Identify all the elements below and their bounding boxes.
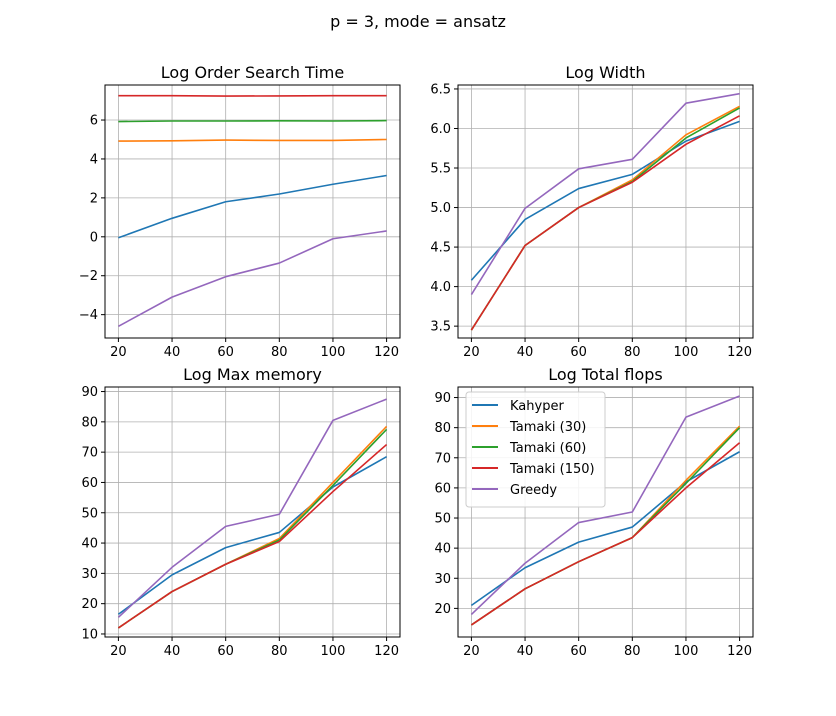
chart-title: Log Max memory xyxy=(183,365,322,384)
y-tick-label: 4.5 xyxy=(430,241,451,256)
legend: Kahyper Tamaki (30) Tamaki (60) Tamaki (150… xyxy=(465,391,606,508)
series-line-tamaki-60 xyxy=(117,428,388,629)
legend-label: Tamaki (150) xyxy=(509,462,595,477)
y-tick-label: −4 xyxy=(79,308,98,323)
series-line-kahyper xyxy=(470,451,740,607)
y-tick-label: 20 xyxy=(81,597,98,612)
y-tick-label: −2 xyxy=(79,269,98,284)
series-line-greedy xyxy=(470,395,740,615)
x-tick-label: 100 xyxy=(321,345,346,360)
x-tick-label: 20 xyxy=(463,345,480,360)
series-line-tamaki-150 xyxy=(470,442,741,626)
legend-box xyxy=(465,391,606,508)
series-line-tamaki-30 xyxy=(117,425,388,629)
series-line-tamaki-150 xyxy=(117,443,388,629)
x-tick-label: 20 xyxy=(463,644,480,659)
y-tick-label: 0 xyxy=(90,230,98,245)
y-tick-label: 6 xyxy=(90,114,98,129)
y-tick-label: 70 xyxy=(434,451,451,466)
axes-frame xyxy=(457,386,754,638)
x-tick-label: 40 xyxy=(517,345,534,360)
y-tick-label: 50 xyxy=(81,506,98,521)
x-tick-label: 80 xyxy=(624,644,641,659)
x-tick-label: 20 xyxy=(110,345,127,360)
series-line-tamaki-150 xyxy=(470,115,740,331)
x-tick-label: 80 xyxy=(624,345,641,360)
axes-frame xyxy=(104,84,401,339)
chart-title: Log Order Search Time xyxy=(161,63,344,82)
x-tick-label: 60 xyxy=(217,345,234,360)
y-tick-label: 60 xyxy=(81,476,98,491)
series-line-kahyper xyxy=(118,174,387,239)
series-line-tamaki-30 xyxy=(470,105,740,331)
y-tick-label: 2 xyxy=(90,191,98,206)
series-line-tamaki-60 xyxy=(470,107,740,331)
y-tick-label: 10 xyxy=(81,627,98,642)
x-tick-label: 60 xyxy=(217,644,234,659)
series-line-tamaki-30 xyxy=(118,138,387,142)
legend-label: Kahyper xyxy=(510,399,564,414)
y-tick-label: 40 xyxy=(81,537,98,552)
y-tick-label: 3.5 xyxy=(430,320,451,335)
series-line-greedy xyxy=(117,398,387,618)
chart-title: Log Total flops xyxy=(548,365,662,384)
x-tick-label: 40 xyxy=(517,644,534,659)
series-line-kahyper xyxy=(117,456,387,615)
y-tick-label: 6.5 xyxy=(430,82,451,97)
x-tick-label: 120 xyxy=(374,644,399,659)
x-tick-label: 80 xyxy=(271,345,288,360)
y-tick-label: 5.5 xyxy=(430,162,451,177)
chart-title: Log Width xyxy=(565,63,645,82)
axes-frame xyxy=(104,386,401,638)
x-tick-label: 120 xyxy=(374,345,399,360)
series-line-tamaki-60 xyxy=(118,119,387,123)
series-line-kahyper xyxy=(470,120,740,281)
y-tick-label: 90 xyxy=(81,385,98,400)
figure-suptitle: p = 3, mode = ansatz xyxy=(330,12,506,31)
series-line-greedy xyxy=(470,92,740,295)
x-tick-label: 60 xyxy=(570,644,587,659)
y-tick-label: 5.0 xyxy=(430,201,451,216)
chart-log-order-search-time: 20 40 60 80 100 120 −4 −2 0 2 4 6 Log Order Search T… xyxy=(79,63,401,360)
axes-frame xyxy=(457,84,754,339)
chart-log-width: 20 40 60 80 100 120 3.5 4.0 4.5 5.0 5.5 6.0 6.5 Log W… xyxy=(430,63,754,360)
x-tick-label: 40 xyxy=(164,345,181,360)
y-tick-label: 30 xyxy=(81,567,98,582)
y-tick-label: 70 xyxy=(81,446,98,461)
y-tick-label: 90 xyxy=(434,391,451,406)
x-tick-label: 40 xyxy=(164,644,181,659)
series-line-greedy xyxy=(118,230,387,328)
legend-label: Tamaki (30) xyxy=(509,420,586,435)
x-tick-label: 20 xyxy=(110,644,127,659)
y-tick-label: 4 xyxy=(90,152,98,167)
y-tick-label: 80 xyxy=(81,415,98,430)
x-tick-label: 120 xyxy=(727,644,752,659)
y-tick-label: 60 xyxy=(434,481,451,496)
y-tick-label: 30 xyxy=(434,572,451,587)
y-tick-label: 40 xyxy=(434,542,451,557)
chart-log-total-flops: 20 40 60 80 100 120 20 30 40 50 60 70 80 90 Log Total … xyxy=(434,365,754,659)
x-tick-label: 60 xyxy=(570,345,587,360)
x-tick-label: 100 xyxy=(321,644,346,659)
legend-label: Greedy xyxy=(510,483,557,498)
x-tick-label: 100 xyxy=(674,345,699,360)
y-tick-label: 20 xyxy=(434,602,451,617)
y-tick-label: 4.0 xyxy=(430,280,451,295)
x-tick-label: 80 xyxy=(271,644,288,659)
x-tick-label: 120 xyxy=(727,345,752,360)
y-tick-label: 6.0 xyxy=(430,122,451,137)
y-tick-label: 80 xyxy=(434,421,451,436)
chart-log-max-memory: 20 40 60 80 100 120 10 20 30 40 50 60 70 80 90 Log Max … xyxy=(81,365,401,659)
y-tick-label: 50 xyxy=(434,512,451,527)
x-tick-label: 100 xyxy=(674,644,699,659)
legend-label: Tamaki (60) xyxy=(509,441,586,456)
